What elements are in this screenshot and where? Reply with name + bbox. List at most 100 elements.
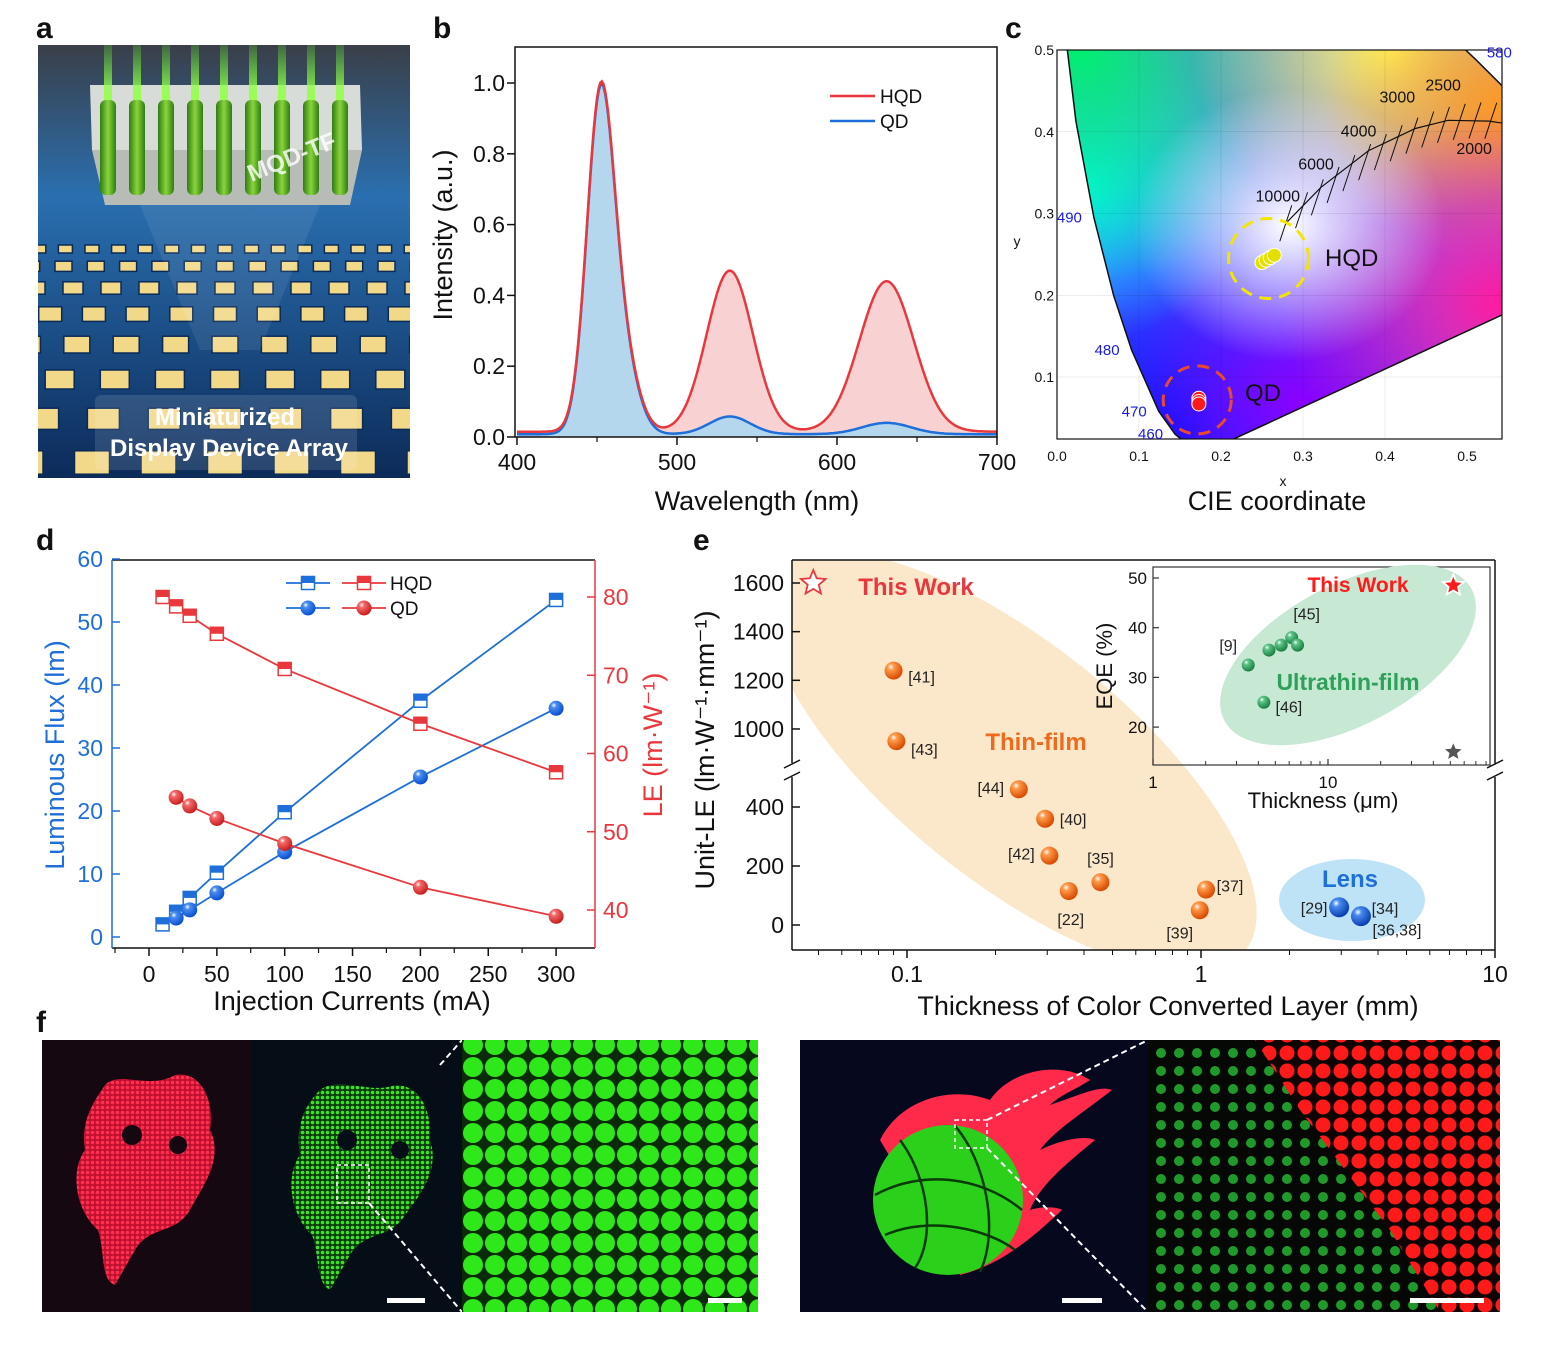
basketball-seams xyxy=(874,1125,1023,1273)
device-pixel xyxy=(329,407,364,431)
inset-y-tick-label: 40 xyxy=(1128,619,1147,638)
isotherm-tick xyxy=(1358,143,1372,181)
green-light-beam xyxy=(104,45,112,100)
point-ref-label: [35] xyxy=(1087,851,1114,868)
device-pixel xyxy=(212,306,238,323)
sphere-marker xyxy=(182,798,198,814)
panel-label-a: a xyxy=(36,12,53,45)
square-marker-fill xyxy=(210,866,224,873)
square-marker-fill xyxy=(278,662,292,669)
quantum-dot-tube xyxy=(245,100,261,195)
plot-area xyxy=(792,560,1425,950)
device-pixel xyxy=(217,244,233,254)
lens-region xyxy=(1279,859,1425,941)
zoom-guide-line xyxy=(986,1147,1149,1313)
device-pixel xyxy=(459,336,485,353)
sphere-marker xyxy=(356,600,372,616)
right-y-tick-label: 70 xyxy=(603,662,629,688)
scale-bar xyxy=(1410,1298,1484,1303)
device-pixel xyxy=(273,450,310,475)
green-light-beam xyxy=(249,45,257,100)
y-axis-label: y xyxy=(1014,233,1021,249)
quantum-dot-tube xyxy=(158,100,174,195)
y-tick-label: 1600 xyxy=(733,570,784,596)
device-pixel xyxy=(112,335,140,354)
green-tubes xyxy=(100,45,348,195)
cct-label: 6000 xyxy=(1298,156,1334,173)
device-pixel xyxy=(310,335,338,354)
device-pixel xyxy=(140,450,177,475)
plot-frame xyxy=(514,46,998,438)
device-pixel xyxy=(476,307,499,322)
quantum-dot-tube xyxy=(274,100,290,195)
device-pixel xyxy=(519,282,539,294)
device-pixel xyxy=(328,281,350,295)
inset-x-axis-label: Thickness (μm) xyxy=(1248,788,1399,813)
y-axis-label: Unit-LE (lm·W⁻¹·mm⁻¹) xyxy=(690,611,720,890)
device-pixel xyxy=(38,335,42,354)
device-pixel xyxy=(0,498,27,524)
scale-bar xyxy=(387,1298,425,1303)
thin-film-label: Thin-film xyxy=(985,729,1086,756)
device-pixel xyxy=(44,369,75,390)
device-pixel xyxy=(206,450,244,475)
device-pixel xyxy=(125,306,150,323)
quantum-dot-tube xyxy=(187,100,203,195)
inset-this-work-label: This Work xyxy=(1307,574,1408,597)
series-line-qd-le xyxy=(175,796,557,918)
point-ref-label: [44] xyxy=(977,780,1004,797)
wavelength-label: 480 xyxy=(1095,342,1120,359)
left-y-axis-label: Luminous Flux (lm) xyxy=(40,640,70,870)
data-point-thin-film xyxy=(1197,880,1216,899)
x-tick-label: 50 xyxy=(204,961,230,987)
right-y-tick-label: 50 xyxy=(603,819,629,845)
device-pixel xyxy=(100,281,122,295)
device-array-grid xyxy=(0,244,680,524)
device-pixel xyxy=(138,281,160,295)
device-pixel xyxy=(375,369,406,390)
device-pixel xyxy=(475,261,492,271)
left-y-tick-label: 40 xyxy=(77,672,103,698)
panel-f-photos xyxy=(42,1039,1500,1313)
isotherm-tick xyxy=(1452,103,1466,140)
device-pixel xyxy=(0,307,18,322)
device-pixel xyxy=(137,244,153,254)
plot-area xyxy=(517,79,997,437)
y-axis-label: Intensity (a.u.) xyxy=(428,149,458,320)
inset-data-point xyxy=(1291,638,1305,652)
projection-cone xyxy=(140,205,320,350)
green-character-eye xyxy=(391,1141,409,1159)
device-pixel xyxy=(319,369,351,390)
device-pixel xyxy=(0,370,19,389)
inset-x-tick-label: 10 xyxy=(1319,773,1338,792)
data-point-thin-film xyxy=(1040,846,1059,865)
x-tick-label: 400 xyxy=(498,449,536,475)
spectral-locus-outline xyxy=(1066,50,1502,439)
device-pixel xyxy=(264,369,296,390)
device-pixel xyxy=(513,408,545,429)
series-line-qd-flux xyxy=(175,707,557,919)
scale-bar xyxy=(708,1298,742,1303)
device-pixel xyxy=(57,244,74,254)
device-pixel xyxy=(38,450,44,475)
green-light-beam xyxy=(307,45,315,100)
caption-line-1: Miniaturized xyxy=(155,404,295,431)
device-pixel xyxy=(651,370,680,389)
panel-label-e: e xyxy=(693,524,710,557)
green-light-beam xyxy=(278,45,286,100)
sphere-marker xyxy=(412,879,428,895)
y-tick-label: 1200 xyxy=(733,667,784,693)
isotherm-tick xyxy=(1484,102,1498,139)
isotherm-tick xyxy=(1421,111,1435,148)
thin-film-region xyxy=(792,560,1257,950)
device-pixel xyxy=(154,369,186,390)
quantum-dot-tube xyxy=(332,100,348,195)
square-marker-fill xyxy=(413,717,427,724)
device-pixel xyxy=(99,369,131,390)
device-pixel xyxy=(270,244,286,254)
sphere-marker xyxy=(168,789,184,805)
device-pixel xyxy=(290,281,312,295)
square-marker-fill xyxy=(156,590,170,597)
isotherm-tick xyxy=(1295,192,1309,229)
legend-label: HQD xyxy=(880,87,922,108)
